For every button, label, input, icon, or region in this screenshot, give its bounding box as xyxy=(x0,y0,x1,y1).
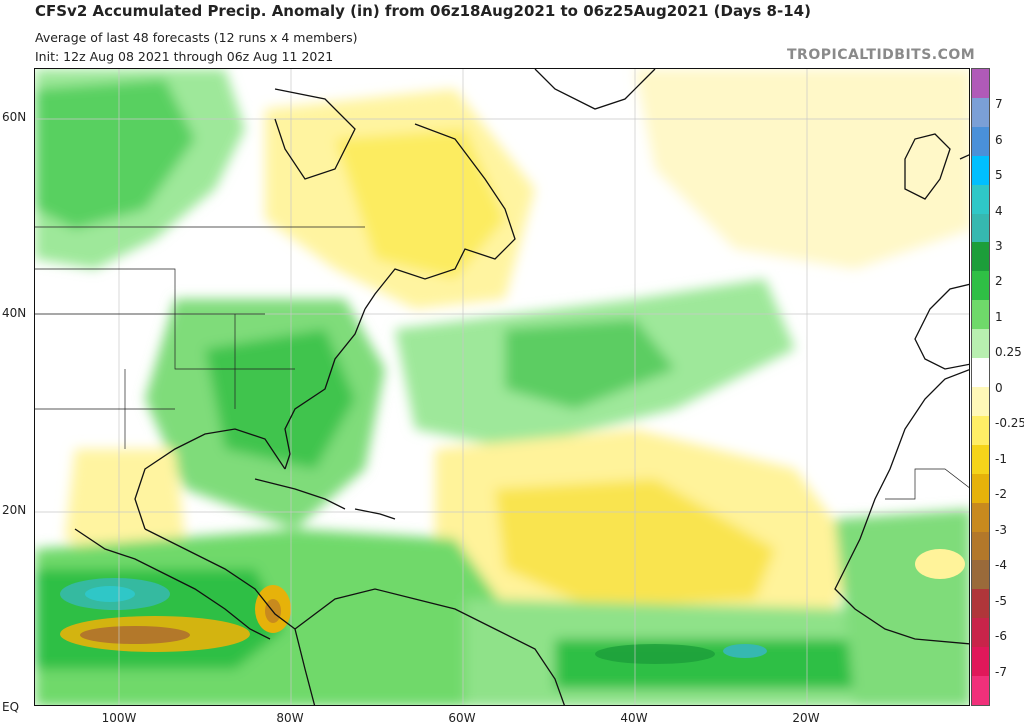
coastlines xyxy=(74,69,969,705)
colorbar-segment xyxy=(972,473,989,503)
colorbar-label: 6 xyxy=(995,133,1003,147)
colorbar xyxy=(971,68,990,706)
colorbar-segment xyxy=(972,502,989,532)
lon-label-20w: 20W xyxy=(792,711,820,725)
colorbar-segment xyxy=(972,213,989,243)
chart-subtitle: Average of last 48 forecasts (12 runs x … xyxy=(35,30,358,45)
colorbar-label: 3 xyxy=(995,239,1003,253)
lat-label-20n: 20N xyxy=(2,503,27,517)
anomaly-field xyxy=(35,69,969,705)
colorbar-segment xyxy=(972,560,989,590)
colorbar-label: -2 xyxy=(995,487,1007,501)
init-time-label: Init: 12z Aug 08 2021 through 06z Aug 11… xyxy=(35,49,334,64)
colorbar-segment xyxy=(972,242,989,272)
colorbar-label: 1 xyxy=(995,310,1003,324)
colorbar-label: -3 xyxy=(995,523,1007,537)
lat-label-40n: 40N xyxy=(2,306,27,320)
colorbar-label: -0.25 xyxy=(995,416,1024,430)
colorbar-segment xyxy=(972,386,989,416)
lon-label-60w: 60W xyxy=(448,711,476,725)
lat-label-eq: EQ xyxy=(2,700,20,714)
colorbar-label: -7 xyxy=(995,665,1007,679)
lon-label-100w: 100W xyxy=(101,711,137,725)
colorbar-segment xyxy=(972,271,989,301)
colorbar-segment xyxy=(972,358,989,387)
colorbar-label: -5 xyxy=(995,594,1007,608)
lat-label-60n: 60N xyxy=(2,110,27,124)
colorbar-label: 0 xyxy=(995,381,1003,395)
colorbar-segment xyxy=(972,589,989,619)
colorbar-segment xyxy=(972,97,989,127)
colorbar-segment xyxy=(972,300,989,330)
colorbar-label: 2 xyxy=(995,274,1003,288)
colorbar-segment xyxy=(972,184,989,214)
colorbar-segment xyxy=(972,647,989,677)
colorbar-label: -1 xyxy=(995,452,1007,466)
colorbar-label: 4 xyxy=(995,204,1003,218)
colorbar-segment xyxy=(972,415,989,445)
colorbar-segment xyxy=(972,69,989,98)
colorbar-segment xyxy=(972,676,989,705)
lon-label-80w: 80W xyxy=(276,711,304,725)
lon-label-40w: 40W xyxy=(620,711,648,725)
map-canvas xyxy=(35,69,969,705)
colorbar-segment xyxy=(972,444,989,474)
colorbar-segment xyxy=(972,155,989,185)
colorbar-label: -6 xyxy=(995,629,1007,643)
borders xyxy=(35,226,969,500)
site-watermark: TROPICALTIDBITS.COM xyxy=(787,47,976,63)
colorbar-segment xyxy=(972,126,989,156)
colorbar-segment xyxy=(972,618,989,648)
colorbar-segment xyxy=(972,531,989,561)
colorbar-label: 0.25 xyxy=(995,345,1022,359)
colorbar-label: 5 xyxy=(995,168,1003,182)
colorbar-label: -4 xyxy=(995,558,1007,572)
anomaly-map xyxy=(34,68,970,706)
chart-title: CFSv2 Accumulated Precip. Anomaly (in) f… xyxy=(35,2,811,20)
colorbar-segment xyxy=(972,329,989,359)
colorbar-label: 7 xyxy=(995,97,1003,111)
